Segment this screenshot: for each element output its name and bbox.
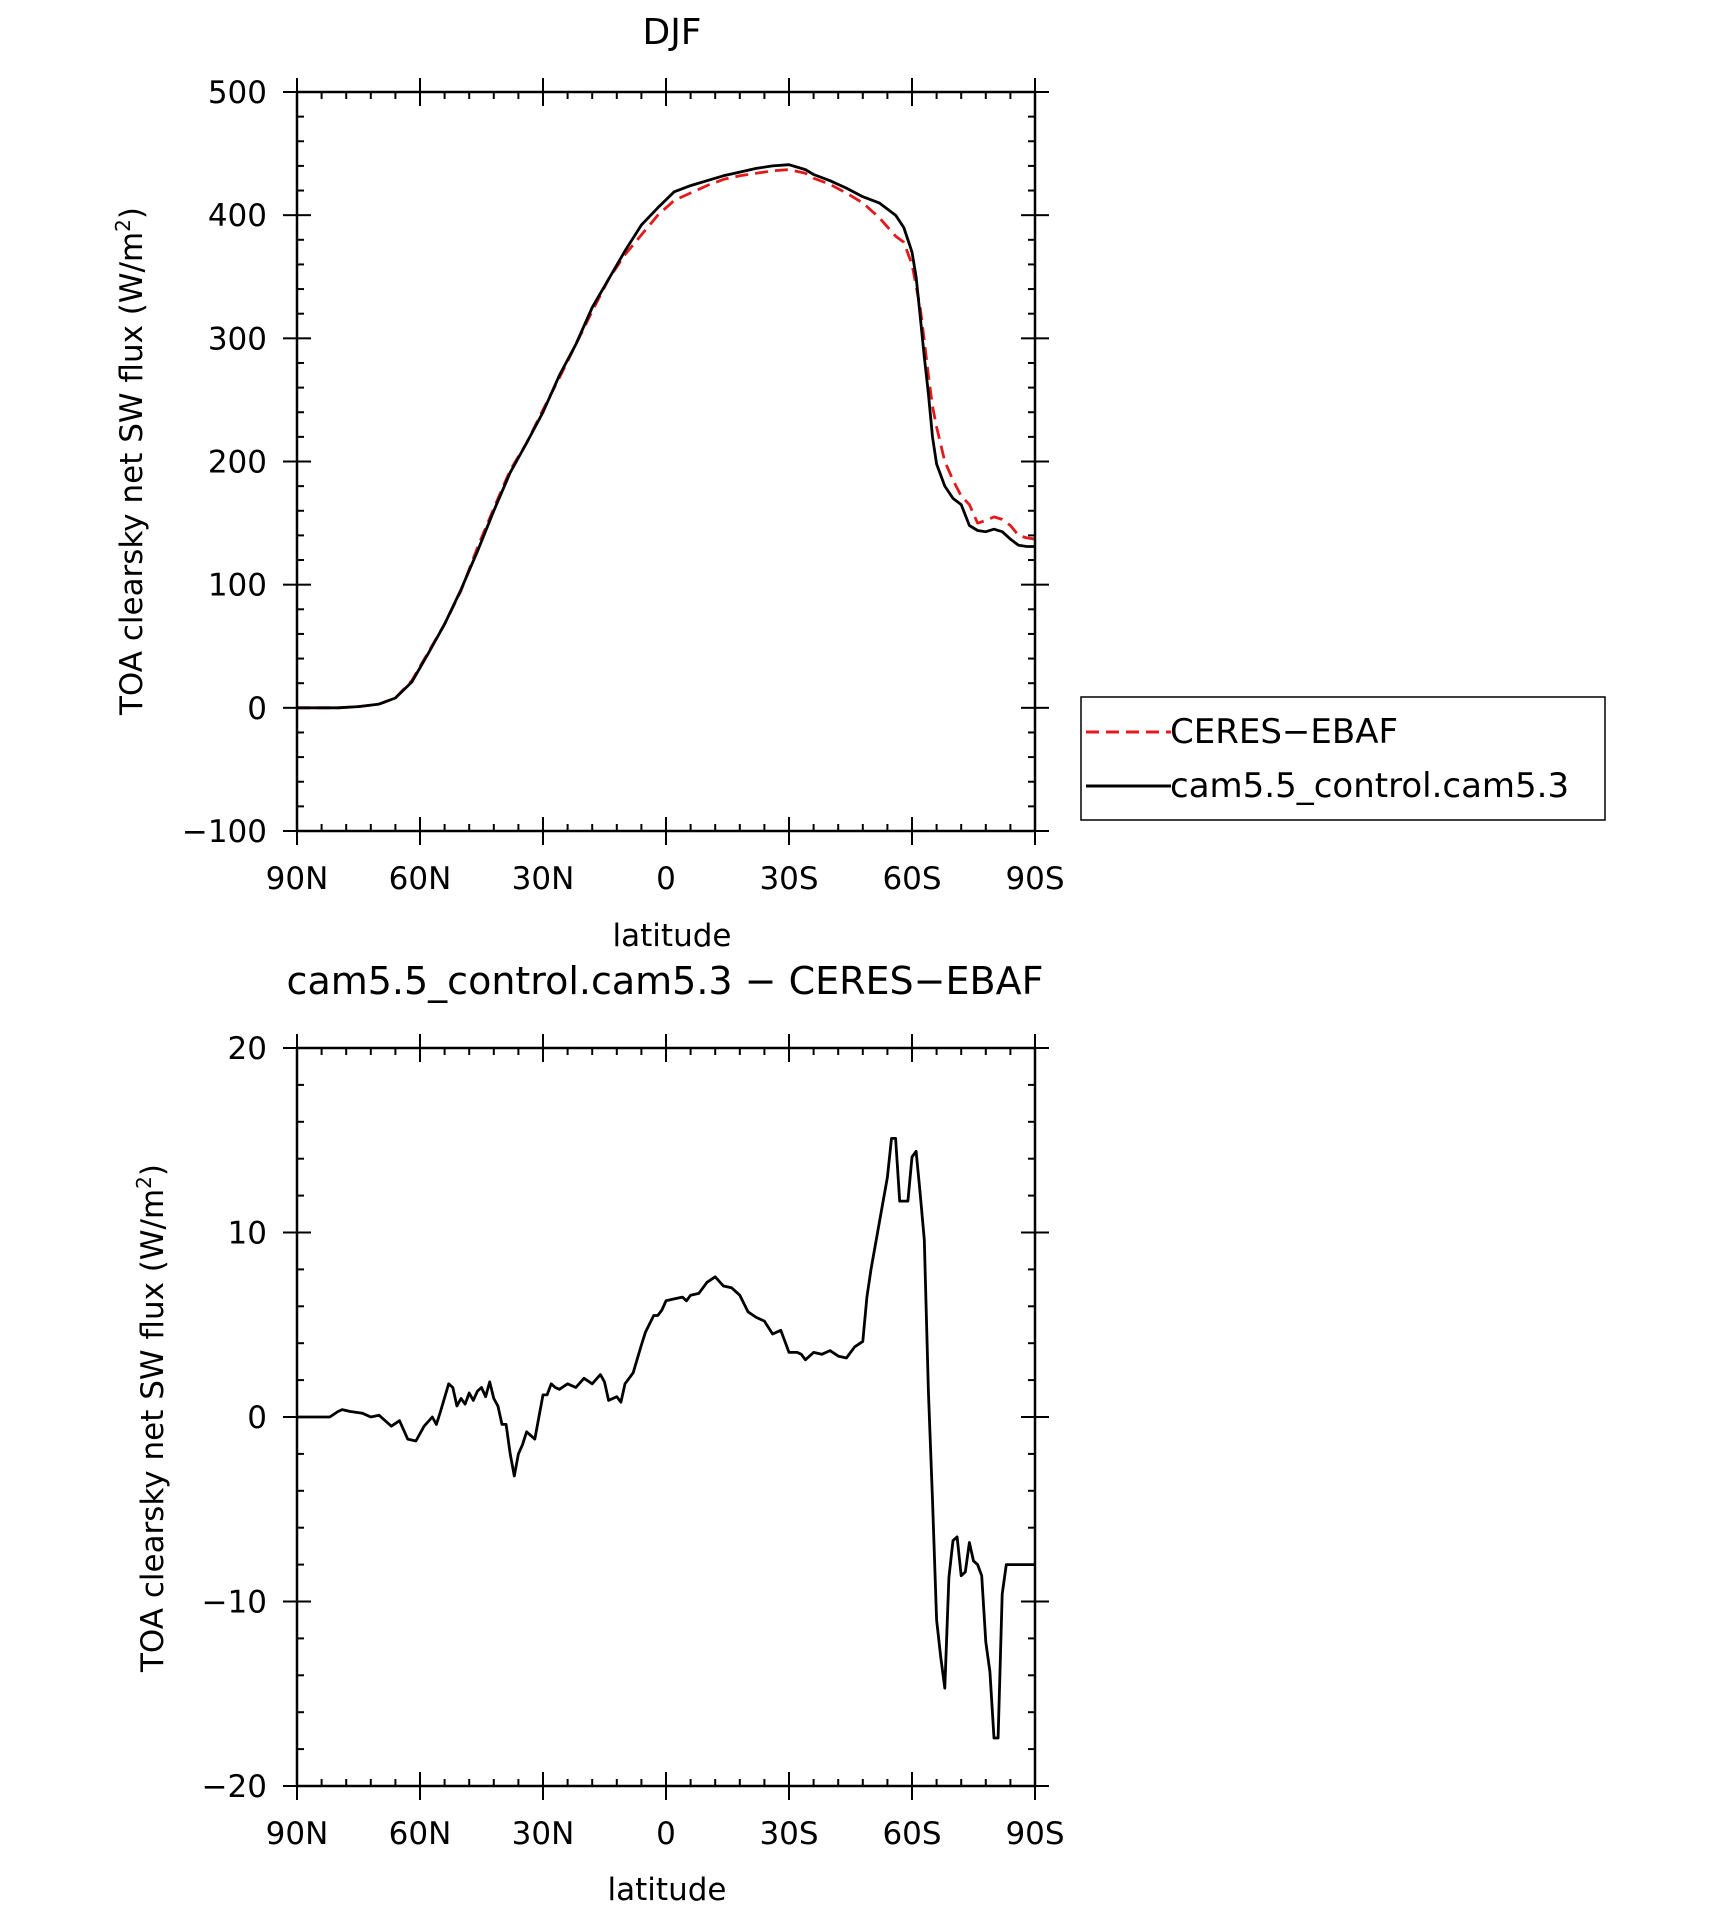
x-tick-label: 0 — [656, 861, 676, 897]
top-panel: DJF −100 0 100 200 300 400 500 90N 60N 30N 0 30S 60… — [111, 12, 1606, 954]
x-tick-label: 90N — [266, 1816, 329, 1852]
top-x-axis-label: latitude — [613, 918, 732, 954]
legend-box — [1080, 696, 1606, 821]
x-tick-label: 90S — [1005, 861, 1064, 897]
bottom-chart-title: cam5.5_control.cam5.3 − CERES−EBAF — [287, 959, 1044, 1003]
x-tick-label: 30S — [759, 861, 818, 897]
x-tick-label: 90N — [266, 861, 329, 897]
y-tick-label: 300 — [208, 321, 267, 357]
bottom-x-axis-label: latitude — [608, 1872, 727, 1905]
bottom-axis-ticks — [283, 1034, 1049, 1800]
bottom-plot-frame — [295, 1046, 1037, 1788]
x-tick-label: 60N — [389, 861, 452, 897]
top-y-axis-label-sup: 2 — [111, 219, 135, 232]
top-plot-frame — [295, 90, 1037, 833]
x-tick-label: 0 — [656, 1816, 676, 1852]
y-tick-label: 10 — [228, 1216, 267, 1252]
x-tick-label: 60N — [389, 1816, 452, 1852]
x-tick-label: 30N — [512, 1816, 575, 1852]
top-y-axis-label-end: ) — [114, 207, 150, 219]
top-cam5-control-line — [297, 163, 1035, 710]
y-tick-label: 100 — [208, 568, 267, 604]
y-tick-label: −10 — [202, 1585, 267, 1621]
bottom-y-axis-label-main: TOA clearsky net SW flux (W/m — [135, 1189, 171, 1673]
y-tick-label: 400 — [208, 198, 267, 234]
top-ceres-ebaf-line — [297, 168, 1035, 710]
y-tick-label: 0 — [247, 1400, 267, 1436]
legend: CERES−EBAF cam5.5_control.cam5.3 — [1080, 696, 1606, 821]
bottom-y-tick-labels: −20 −10 0 10 20 — [202, 1031, 267, 1805]
x-tick-label: 60S — [882, 1816, 941, 1852]
bottom-panel: cam5.5_control.cam5.3 − CERES−EBAF −20 −1… — [132, 959, 1065, 1905]
top-y-tick-labels: −100 0 100 200 300 400 500 — [182, 75, 267, 850]
top-x-tick-labels: 90N 60N 30N 0 30S 60S 90S — [266, 861, 1065, 897]
top-axis-ticks — [283, 78, 1049, 845]
bottom-y-axis-label-end: ) — [135, 1164, 171, 1176]
y-tick-label: 500 — [208, 75, 267, 111]
bottom-x-tick-labels: 90N 60N 30N 0 30S 60S 90S — [266, 1816, 1065, 1852]
y-tick-label: −20 — [202, 1769, 267, 1805]
x-tick-label: 60S — [882, 861, 941, 897]
x-tick-label: 90S — [1005, 1816, 1064, 1852]
x-tick-label: 30N — [512, 861, 575, 897]
y-tick-label: 200 — [208, 445, 267, 481]
top-y-axis-label-main: TOA clearsky net SW flux (W/m — [114, 232, 150, 716]
bottom-y-axis-label: TOA clearsky net SW flux (W/m2) — [132, 1164, 171, 1673]
legend-ceres-label: CERES−EBAF — [1170, 712, 1398, 752]
top-chart-title: DJF — [642, 12, 701, 53]
legend-cam-label: cam5.5_control.cam5.3 — [1170, 766, 1569, 806]
y-tick-label: −100 — [182, 814, 267, 850]
top-y-axis-label: TOA clearsky net SW flux (W/m2) — [111, 207, 150, 716]
bottom-y-axis-label-sup: 2 — [132, 1176, 156, 1189]
y-tick-label: 0 — [247, 691, 267, 727]
y-tick-label: 20 — [228, 1031, 267, 1067]
x-tick-label: 30S — [759, 1816, 818, 1852]
bottom-difference-line — [297, 1137, 1035, 1740]
